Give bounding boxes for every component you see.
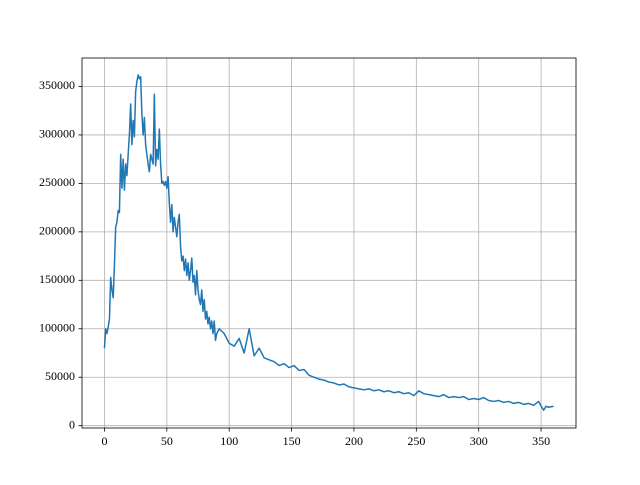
y-tick-label: 0 <box>69 417 75 431</box>
y-tick-label: 300000 <box>39 127 75 141</box>
x-tick-label: 100 <box>220 434 238 448</box>
x-tick-label: 150 <box>283 434 301 448</box>
x-tick-label: 200 <box>345 434 363 448</box>
y-tick-label: 50000 <box>45 369 75 383</box>
x-tick-label: 300 <box>470 434 488 448</box>
x-tick-label: 0 <box>101 434 107 448</box>
y-tick-label: 100000 <box>39 321 75 335</box>
y-tick-label: 150000 <box>39 272 75 286</box>
data-line <box>103 74 554 411</box>
y-tick-label: 200000 <box>39 224 75 238</box>
plot-frame <box>81 57 577 429</box>
y-tick-label: 350000 <box>39 78 75 92</box>
x-tick-label: 350 <box>532 434 550 448</box>
x-tick-label: 250 <box>407 434 425 448</box>
y-tick-label: 250000 <box>39 175 75 189</box>
x-tick-label: 50 <box>161 434 173 448</box>
